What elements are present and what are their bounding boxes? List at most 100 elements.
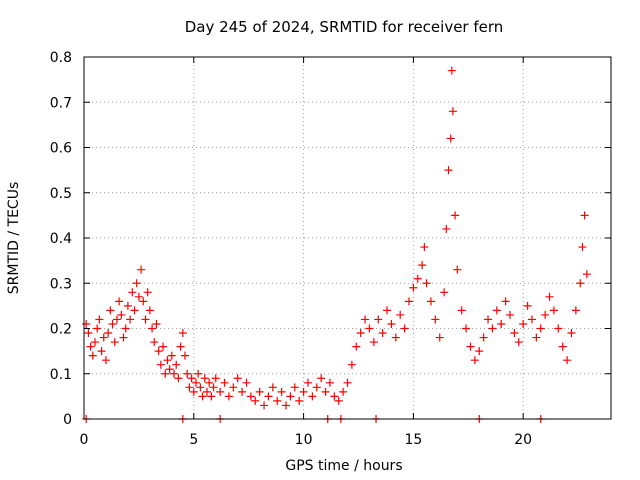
data-point bbox=[383, 306, 392, 315]
data-point bbox=[128, 288, 137, 297]
data-point bbox=[137, 265, 146, 274]
data-point bbox=[580, 211, 589, 220]
data-point bbox=[446, 134, 455, 143]
data-point bbox=[233, 374, 242, 383]
data-point bbox=[176, 342, 185, 351]
data-point bbox=[426, 297, 435, 306]
data-point bbox=[571, 306, 580, 315]
data-point bbox=[205, 378, 214, 387]
data-point bbox=[440, 288, 449, 297]
data-point bbox=[86, 342, 95, 351]
data-point bbox=[260, 401, 269, 410]
data-point bbox=[181, 351, 190, 360]
data-point bbox=[112, 315, 121, 324]
data-point bbox=[143, 288, 152, 297]
data-point bbox=[229, 383, 238, 392]
x-tick-label: 5 bbox=[189, 432, 198, 448]
data-point bbox=[145, 306, 154, 315]
data-point bbox=[321, 387, 330, 396]
data-point bbox=[582, 270, 591, 279]
data-point bbox=[501, 297, 510, 306]
data-point bbox=[211, 374, 220, 383]
data-point bbox=[396, 310, 405, 319]
data-point bbox=[251, 396, 260, 405]
data-point bbox=[352, 342, 361, 351]
data-point bbox=[484, 315, 493, 324]
data-point bbox=[93, 324, 102, 333]
data-point bbox=[549, 306, 558, 315]
data-point bbox=[295, 396, 304, 405]
x-tick-label: 10 bbox=[295, 432, 313, 448]
data-point bbox=[400, 324, 409, 333]
data-point bbox=[268, 383, 277, 392]
data-point bbox=[202, 387, 211, 396]
data-point bbox=[126, 315, 135, 324]
data-point bbox=[374, 315, 383, 324]
data-point bbox=[567, 329, 576, 338]
data-point bbox=[541, 310, 550, 319]
x-axis-label: GPS time / hours bbox=[285, 458, 402, 474]
data-point bbox=[132, 279, 141, 288]
grid bbox=[84, 57, 611, 419]
y-tick-label: 0.2 bbox=[50, 322, 72, 338]
data-point bbox=[159, 342, 168, 351]
data-point bbox=[563, 356, 572, 365]
data-point bbox=[466, 342, 475, 351]
data-point bbox=[391, 333, 400, 342]
data-point bbox=[220, 378, 229, 387]
data-point bbox=[308, 392, 317, 401]
data-point bbox=[209, 383, 218, 392]
data-point bbox=[330, 392, 339, 401]
data-point bbox=[475, 347, 484, 356]
data-point bbox=[431, 315, 440, 324]
data-point bbox=[196, 383, 205, 392]
data-point bbox=[334, 396, 343, 405]
data-point bbox=[148, 324, 157, 333]
axis-ticks bbox=[83, 56, 611, 420]
x-tick-label: 15 bbox=[404, 432, 422, 448]
data-point bbox=[488, 324, 497, 333]
data-point bbox=[163, 356, 172, 365]
data-point bbox=[339, 387, 348, 396]
data-point bbox=[378, 329, 387, 338]
data-point bbox=[510, 329, 519, 338]
data-point bbox=[238, 387, 247, 396]
data-point bbox=[361, 315, 370, 324]
data-point bbox=[246, 392, 255, 401]
data-point bbox=[134, 292, 143, 301]
data-point bbox=[194, 369, 203, 378]
data-point bbox=[185, 383, 194, 392]
data-point bbox=[264, 392, 273, 401]
data-point bbox=[110, 338, 119, 347]
y-tick-label: 0.3 bbox=[50, 276, 72, 292]
data-point bbox=[167, 351, 176, 360]
data-point bbox=[282, 401, 291, 410]
data-point bbox=[532, 333, 541, 342]
data-point bbox=[505, 310, 514, 319]
data-point bbox=[470, 356, 479, 365]
data-point bbox=[420, 243, 429, 252]
data-point bbox=[200, 374, 209, 383]
data-point bbox=[165, 365, 174, 374]
data-point bbox=[527, 315, 536, 324]
y-tick-label: 0.6 bbox=[50, 141, 72, 157]
data-point bbox=[97, 347, 106, 356]
data-point bbox=[576, 279, 585, 288]
data-point bbox=[130, 306, 139, 315]
data-point bbox=[536, 324, 545, 333]
chart-title: Day 245 of 2024, SRMTID for receiver fer… bbox=[185, 18, 504, 36]
data-point bbox=[104, 329, 113, 338]
data-point bbox=[317, 374, 326, 383]
data-point bbox=[255, 387, 264, 396]
data-point bbox=[277, 387, 286, 396]
data-point bbox=[123, 301, 132, 310]
y-tick-label: 0.7 bbox=[50, 95, 72, 111]
data-point bbox=[90, 338, 99, 347]
data-point bbox=[554, 324, 563, 333]
data-point bbox=[84, 329, 93, 338]
y-tick-label: 0.8 bbox=[50, 50, 72, 66]
data-point bbox=[442, 224, 451, 233]
data-point bbox=[343, 378, 352, 387]
data-point bbox=[303, 378, 312, 387]
data-point bbox=[578, 243, 587, 252]
